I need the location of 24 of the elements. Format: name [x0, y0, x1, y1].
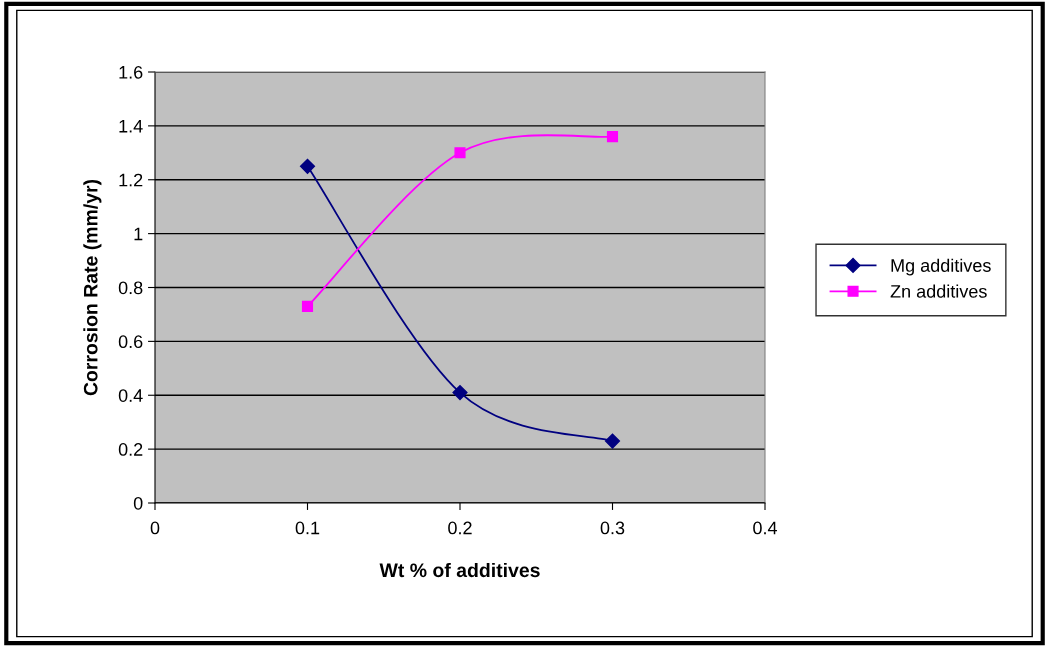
x-tick-label: 0.1 [295, 521, 320, 535]
y-tick-label: 0.2 [118, 443, 143, 456]
point [301, 300, 314, 312]
point [452, 384, 468, 401]
point [299, 158, 316, 174]
y-tick-label: 0 [133, 496, 143, 510]
y-tick-label: 0.6 [118, 335, 143, 349]
legend-label: Mg additives [891, 258, 991, 276]
y-tick-label: 0.4 [118, 389, 143, 402]
x-tick-label: 0.4 [753, 521, 778, 535]
point [604, 433, 621, 449]
y-tick-label: 1.2 [119, 173, 143, 187]
y-tick-label: 1.4 [119, 120, 143, 133]
x-tick-label: 0.2 [448, 521, 472, 535]
x-tick-label: 0.3 [600, 521, 625, 535]
y-axis-title: Corrosion Rate (mm/yr) [83, 179, 102, 396]
y-tick-label: 1 [134, 227, 143, 241]
point [454, 147, 466, 159]
x-axis-title: Wt % of additives [379, 562, 540, 578]
y-tick-label: 0.8 [118, 281, 143, 295]
point [606, 131, 619, 143]
y-tick-label: 1.6 [119, 65, 143, 79]
legend-label: Zn additives [890, 284, 987, 298]
x-tick-label: 0 [150, 521, 160, 535]
